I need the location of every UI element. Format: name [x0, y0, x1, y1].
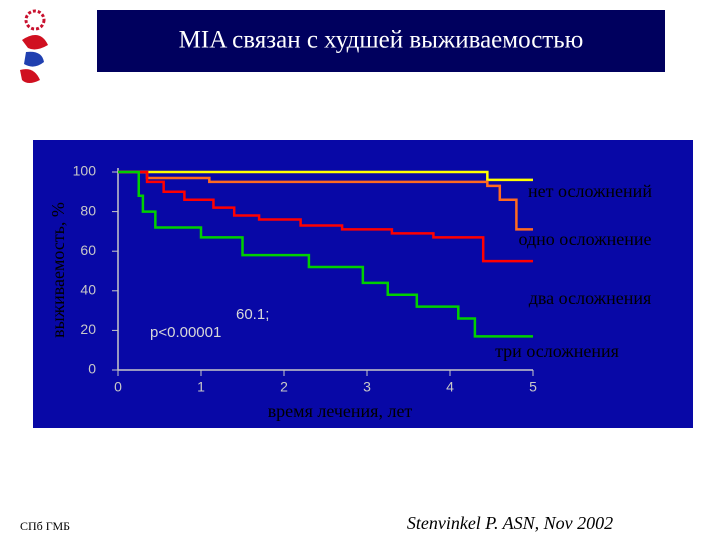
x-tick-label: 4 — [446, 379, 454, 395]
annotation: p<0.00001 — [150, 324, 221, 341]
y-axis-label: выживаемость, % — [48, 202, 68, 338]
y-tick-label: 20 — [80, 321, 96, 337]
x-tick-label: 2 — [280, 379, 288, 395]
y-tick-label: 100 — [73, 163, 97, 179]
survival-line — [118, 170, 533, 263]
line-label: одно осложнение — [518, 229, 651, 249]
y-tick-label: 60 — [80, 242, 96, 258]
x-tick-label: 1 — [197, 379, 205, 395]
footer-left: СПб ГМБ — [20, 519, 70, 533]
logo — [20, 9, 48, 83]
line-label: три осложнения — [495, 341, 619, 361]
y-tick-label: 0 — [88, 361, 96, 377]
x-tick-label: 0 — [114, 379, 122, 395]
survival-line — [118, 170, 533, 182]
annotation: 60.1; — [236, 306, 269, 323]
chart-title: MIA связан с худшей выживаемостью — [179, 27, 584, 54]
survival-line — [118, 170, 533, 338]
y-tick-label: 40 — [80, 282, 96, 298]
title-box — [97, 10, 665, 72]
y-tick-label: 80 — [80, 202, 96, 218]
line-label: нет осложнений — [528, 181, 652, 201]
line-label: два осложнения — [529, 288, 651, 308]
x-axis-label: время лечения, лет — [268, 401, 413, 421]
x-tick-label: 3 — [363, 379, 371, 395]
x-tick-label: 5 — [529, 379, 537, 395]
source: Stenvinkel P. ASN, Nov 2002 — [407, 513, 613, 533]
